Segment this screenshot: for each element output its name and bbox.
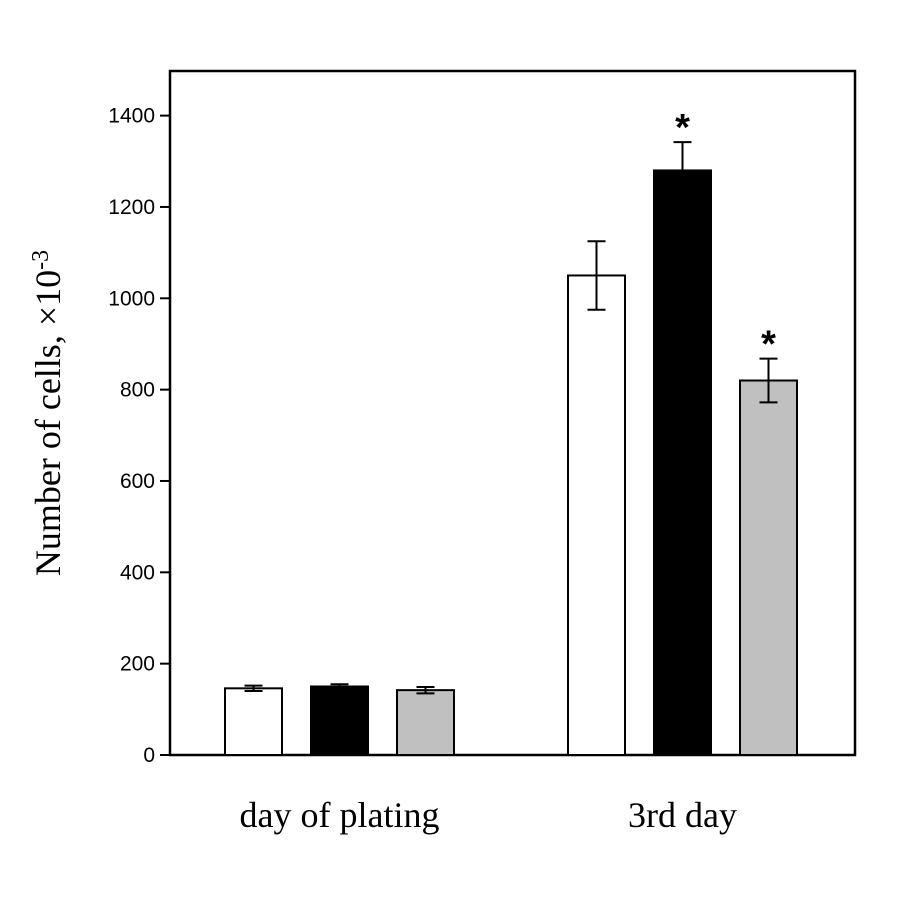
y-tick-label: 1200: [108, 196, 155, 219]
category-labels: day of plating 3rd day: [240, 795, 737, 835]
bar: [224, 687, 283, 756]
bar: [396, 689, 455, 757]
significance-asterisk: *: [761, 324, 776, 366]
y-tick-label: 1400: [108, 105, 155, 128]
plot-frame: [168, 69, 857, 757]
category-label: day of plating: [240, 795, 440, 835]
significance-marks: **: [675, 107, 776, 365]
y-axis-title: Number of cells, ×10-3: [28, 250, 68, 576]
bar: [653, 169, 712, 756]
error-bar-group: [244, 141, 778, 695]
bar: [739, 379, 798, 756]
y-tick-label: 1000: [108, 287, 155, 310]
y-axis-title-exponent: -3: [28, 250, 54, 270]
y-tick-label: 0: [143, 744, 155, 767]
y-axis-ticks: 0 200 400 600 800 1000 1200 1400: [108, 105, 170, 767]
y-tick-label: 600: [120, 470, 155, 493]
category-label: 3rd day: [628, 795, 737, 835]
significance-asterisk: *: [675, 107, 690, 149]
bar: [310, 685, 369, 756]
y-tick-label: 200: [120, 653, 155, 676]
bar-group: [224, 169, 798, 757]
bar: [567, 274, 626, 756]
y-tick-label: 800: [120, 379, 155, 402]
y-axis-title-text: Number of cells, ×10: [28, 270, 68, 576]
y-tick-label: 400: [120, 561, 155, 584]
